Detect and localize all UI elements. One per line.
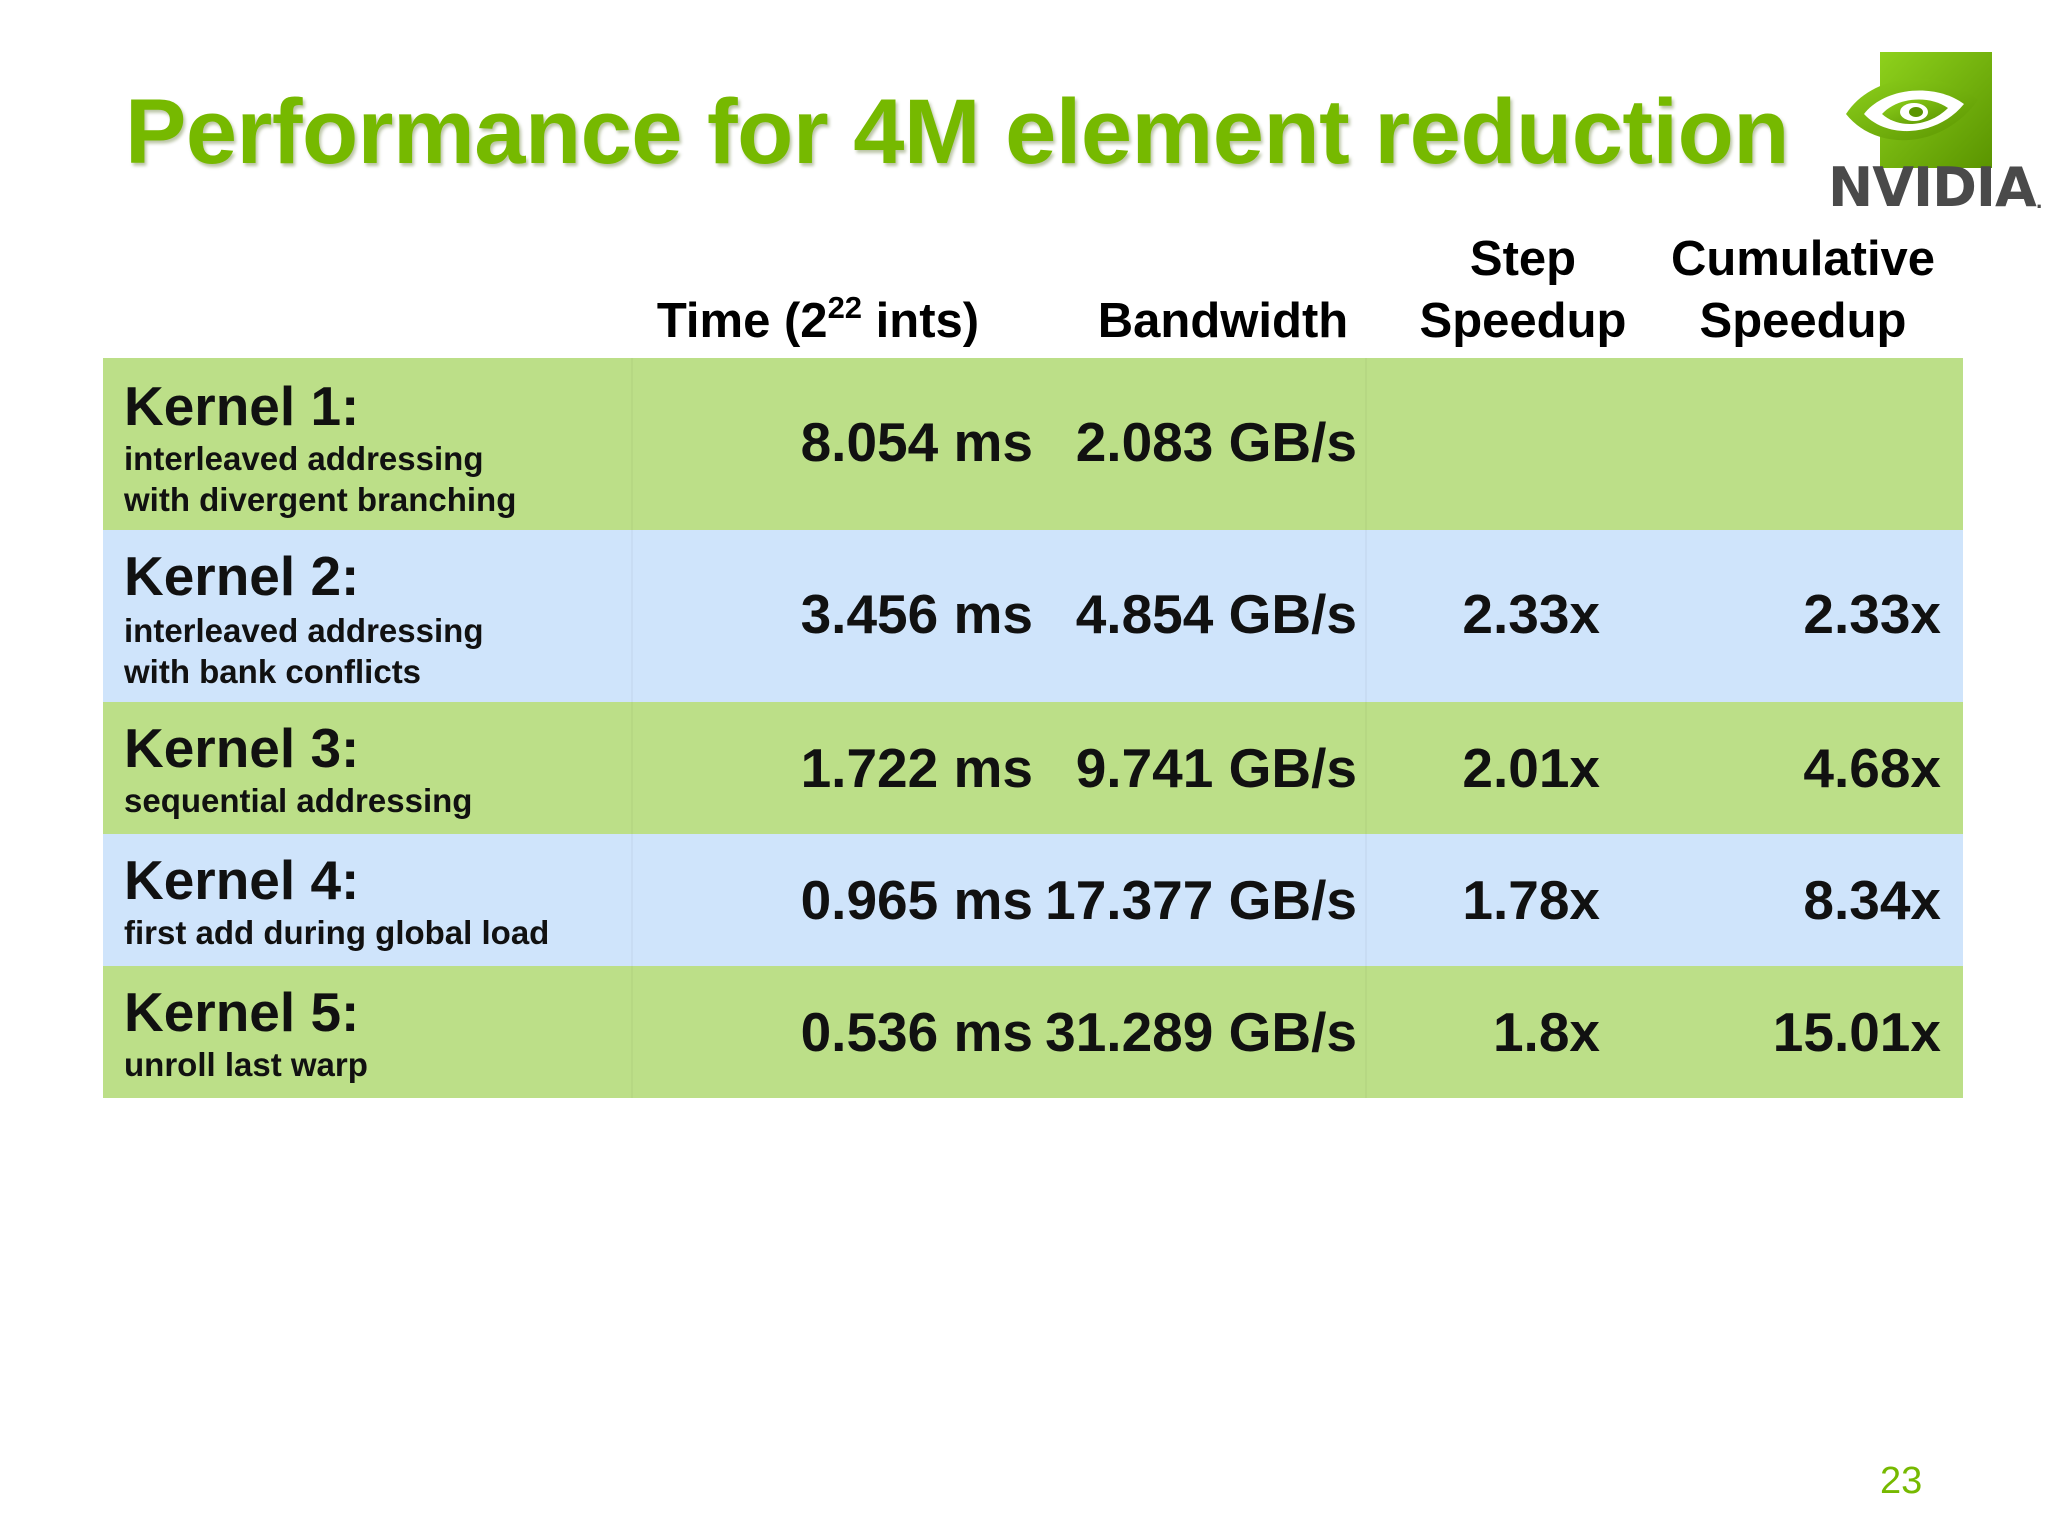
kernel-name: Kernel 5: bbox=[124, 981, 360, 1043]
kernel-name: Kernel 1: bbox=[124, 375, 360, 437]
time-value: 0.965 ms bbox=[800, 869, 1033, 931]
kernel-desc-line2: with divergent branching bbox=[124, 481, 517, 518]
kernel-desc-line1: first add during global load bbox=[124, 914, 550, 951]
header-time-exponent: 22 bbox=[827, 289, 863, 325]
step-speedup-value: 1.8x bbox=[1492, 1001, 1600, 1063]
header-cumulative-line1: Cumulative bbox=[1670, 232, 1936, 286]
step-speedup-value: 2.01x bbox=[1462, 737, 1600, 799]
performance-table: Kernel 1: interleaved addressing with di… bbox=[103, 358, 1963, 1098]
table-header: Time (222 ints) Bandwidth Step Speedup Cu… bbox=[103, 230, 1963, 358]
header-step-speedup: Step Speedup bbox=[1398, 228, 1648, 352]
kernel-name: Kernel 2: bbox=[124, 545, 360, 607]
column-divider bbox=[1365, 702, 1367, 834]
column-divider bbox=[631, 530, 633, 702]
cumulative-speedup-value: 15.01x bbox=[1772, 1001, 1941, 1063]
page-number: 23 bbox=[1880, 1460, 1923, 1502]
header-time: Time (222 ints) bbox=[618, 290, 1018, 352]
kernel-desc-line2: with bank conflicts bbox=[124, 653, 422, 690]
time-value: 8.054 ms bbox=[800, 411, 1033, 473]
registered-mark: . bbox=[2035, 192, 2043, 213]
step-speedup-value: 2.33x bbox=[1462, 583, 1600, 645]
slide-title: Performance for 4M element reduction bbox=[125, 81, 1789, 183]
column-divider bbox=[631, 702, 633, 834]
cumulative-speedup-value: 8.34x bbox=[1803, 869, 1941, 931]
bandwidth-value: 4.854 GB/s bbox=[1075, 583, 1357, 645]
kernel-cell: Kernel 5: unroll last warp bbox=[103, 966, 631, 1098]
time-value: 1.722 ms bbox=[800, 737, 1033, 799]
time-value: 0.536 ms bbox=[800, 1001, 1033, 1063]
wordmark-text: NVIDIA bbox=[1828, 156, 2037, 219]
header-cumulative-line2: Speedup bbox=[1699, 294, 1907, 348]
kernel-desc-line1: interleaved addressing bbox=[124, 612, 484, 649]
kernel-cell: Kernel 1: interleaved addressing with di… bbox=[103, 358, 631, 530]
kernel-desc-line1: unroll last warp bbox=[124, 1046, 368, 1083]
time-value: 3.456 ms bbox=[800, 583, 1033, 645]
kernel-name: Kernel 3: bbox=[124, 717, 360, 779]
column-divider bbox=[631, 358, 633, 530]
header-bandwidth: Bandwidth bbox=[1097, 294, 1349, 348]
column-divider bbox=[1365, 530, 1367, 702]
table-row: Kernel 4: first add during global load 0… bbox=[103, 834, 1963, 966]
table-row: Kernel 3: sequential addressing 1.722 ms… bbox=[103, 702, 1963, 834]
column-divider bbox=[631, 834, 633, 966]
cumulative-speedup-value: 4.68x bbox=[1803, 737, 1941, 799]
bandwidth-value: 31.289 GB/s bbox=[1045, 1001, 1357, 1063]
kernel-desc-line1: interleaved addressing bbox=[124, 440, 484, 477]
header-time-prefix: Time (2 bbox=[656, 294, 828, 348]
column-divider bbox=[1365, 834, 1367, 966]
header-cumulative-speedup: Cumulative Speedup bbox=[1648, 228, 1958, 352]
kernel-cell: Kernel 3: sequential addressing bbox=[103, 702, 631, 834]
kernel-cell: Kernel 2: interleaved addressing with ba… bbox=[103, 530, 631, 702]
column-divider bbox=[631, 966, 633, 1098]
bandwidth-value: 17.377 GB/s bbox=[1045, 869, 1357, 931]
column-divider bbox=[1365, 358, 1367, 530]
table-row: Kernel 1: interleaved addressing with di… bbox=[103, 358, 1963, 530]
header-time-suffix: ints) bbox=[862, 294, 980, 348]
kernel-cell: Kernel 4: first add during global load bbox=[103, 834, 631, 966]
column-divider bbox=[1365, 966, 1367, 1098]
kernel-desc-line1: sequential addressing bbox=[124, 782, 473, 819]
bandwidth-value: 2.083 GB/s bbox=[1075, 411, 1357, 473]
nvidia-eye-icon bbox=[1846, 52, 1992, 168]
table-row: Kernel 5: unroll last warp 0.536 ms 31.2… bbox=[103, 966, 1963, 1098]
table-row: Kernel 2: interleaved addressing with ba… bbox=[103, 530, 1963, 702]
bandwidth-value: 9.741 GB/s bbox=[1075, 737, 1357, 799]
kernel-name: Kernel 4: bbox=[124, 849, 360, 911]
header-step-line1: Step bbox=[1469, 232, 1577, 286]
nvidia-logo: NVIDIA. bbox=[1828, 52, 2043, 219]
cumulative-speedup-value: 2.33x bbox=[1803, 583, 1941, 645]
step-speedup-value: 1.78x bbox=[1462, 869, 1600, 931]
header-step-line2: Speedup bbox=[1419, 294, 1627, 348]
nvidia-wordmark: NVIDIA. bbox=[1828, 156, 2043, 219]
